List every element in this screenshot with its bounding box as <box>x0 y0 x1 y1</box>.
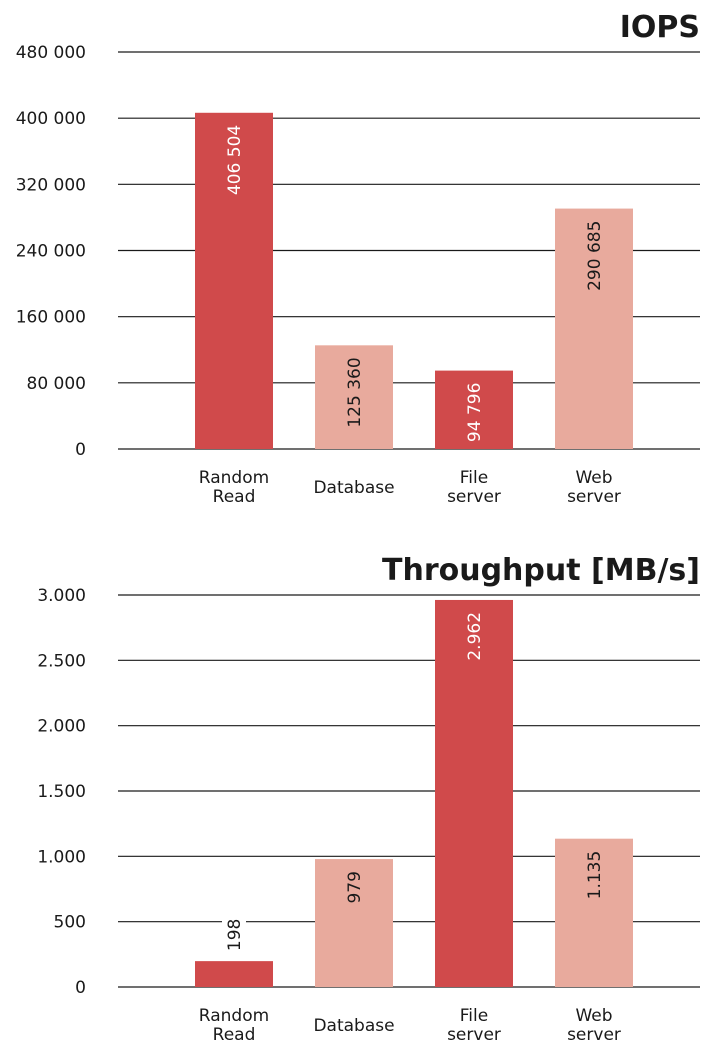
category-label: Random <box>199 468 269 488</box>
y-tick-label: 80 000 <box>27 374 86 394</box>
category-label: server <box>447 487 501 507</box>
y-tick-label: 0 <box>75 440 86 460</box>
category-label: Random <box>199 1006 269 1026</box>
y-tick-label: 1.500 <box>37 782 86 802</box>
chart-1: IOPS 0 80 000 160 000 240 000 320 000 400 000 4… <box>16 10 700 507</box>
y-tick-label: 160 000 <box>16 308 86 328</box>
bar <box>195 112 273 449</box>
value-label: 1.135 <box>585 851 605 900</box>
bar <box>435 370 513 449</box>
bar <box>555 838 633 987</box>
value-label-background <box>222 915 246 956</box>
value-label: 125 360 <box>345 357 365 427</box>
category-label: Database <box>313 1016 394 1036</box>
chart-title: Throughput [MB/s] <box>382 553 700 588</box>
y-tick-label: 0 <box>75 978 86 998</box>
value-label: 198 <box>225 919 245 951</box>
y-tick-label: 500 <box>54 913 86 933</box>
value-label: 94 796 <box>465 383 485 442</box>
value-label: 406 504 <box>225 125 245 195</box>
bar <box>435 599 513 987</box>
category-label: File <box>460 468 488 488</box>
y-tick-label: 2.500 <box>37 651 86 671</box>
y-tick-label: 1.000 <box>37 847 86 867</box>
category-label: Read <box>213 1025 256 1045</box>
y-tick-label: 400 000 <box>16 109 86 129</box>
bar <box>315 859 393 987</box>
category-label: server <box>447 1025 501 1045</box>
y-tick-label: 240 000 <box>16 242 86 262</box>
value-label: 979 <box>345 871 365 903</box>
y-tick-label: 480 000 <box>16 43 86 63</box>
category-label: Read <box>213 487 256 507</box>
bar <box>315 345 393 449</box>
category-label: Web <box>575 1006 612 1026</box>
value-label: 2.962 <box>465 612 485 661</box>
category-label: File <box>460 1006 488 1026</box>
bar <box>555 208 633 449</box>
y-tick-label: 3.000 <box>37 586 86 606</box>
chart-title: IOPS <box>620 10 700 45</box>
category-label: server <box>567 1025 621 1045</box>
chart-2: Throughput [MB/s] 0 500 1.000 1.500 2.000 2.50… <box>37 553 700 1045</box>
category-label: server <box>567 487 621 507</box>
y-tick-label: 2.000 <box>37 717 86 737</box>
category-label: Database <box>313 478 394 498</box>
value-label: 290 685 <box>585 221 605 291</box>
category-label: Web <box>575 468 612 488</box>
bar <box>195 961 273 987</box>
y-tick-label: 320 000 <box>16 175 86 195</box>
